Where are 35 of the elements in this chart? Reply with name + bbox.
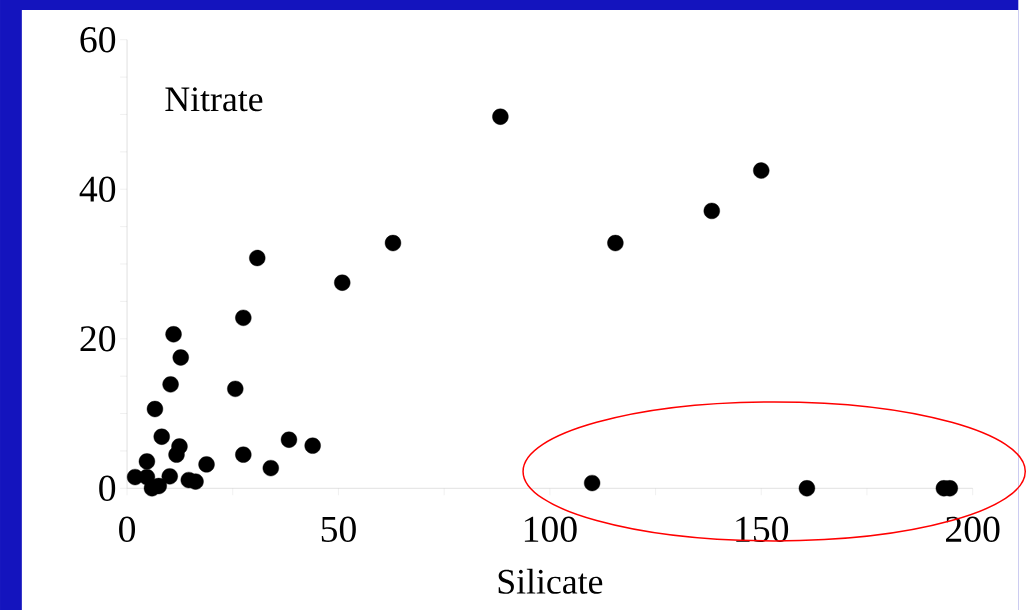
- y-tick-label: 40: [79, 176, 116, 202]
- point: [607, 234, 624, 252]
- point: [798, 479, 816, 497]
- point: [198, 456, 215, 473]
- point: [165, 325, 182, 343]
- y-tick-label: 0: [99, 475, 116, 501]
- point: [249, 249, 266, 266]
- y-axis-title: Nitrate: [165, 87, 263, 112]
- point: [280, 431, 298, 448]
- x-tick-label: 150: [736, 516, 789, 542]
- point: [262, 459, 279, 477]
- point: [334, 274, 351, 291]
- point: [138, 453, 156, 470]
- point: [304, 437, 321, 454]
- point: [583, 474, 601, 492]
- point: [492, 108, 509, 125]
- point: [162, 376, 179, 393]
- point: [227, 380, 244, 397]
- point: [235, 446, 252, 463]
- point: [753, 162, 770, 179]
- y-tick-label: 20: [80, 325, 116, 352]
- x-tick-label: 0: [119, 516, 136, 542]
- point: [146, 400, 164, 417]
- point: [161, 468, 178, 485]
- point: [172, 349, 189, 366]
- x-tick-label: 100: [524, 516, 577, 542]
- x-tick-label: 200: [946, 516, 1000, 542]
- point: [703, 202, 720, 219]
- point: [235, 309, 252, 326]
- y-tick-label: 60: [80, 26, 116, 53]
- point: [384, 234, 402, 252]
- x-tick-label: 50: [321, 516, 356, 542]
- point: [168, 446, 185, 463]
- x-axis-title: Silicate: [498, 568, 603, 594]
- point: [153, 428, 170, 445]
